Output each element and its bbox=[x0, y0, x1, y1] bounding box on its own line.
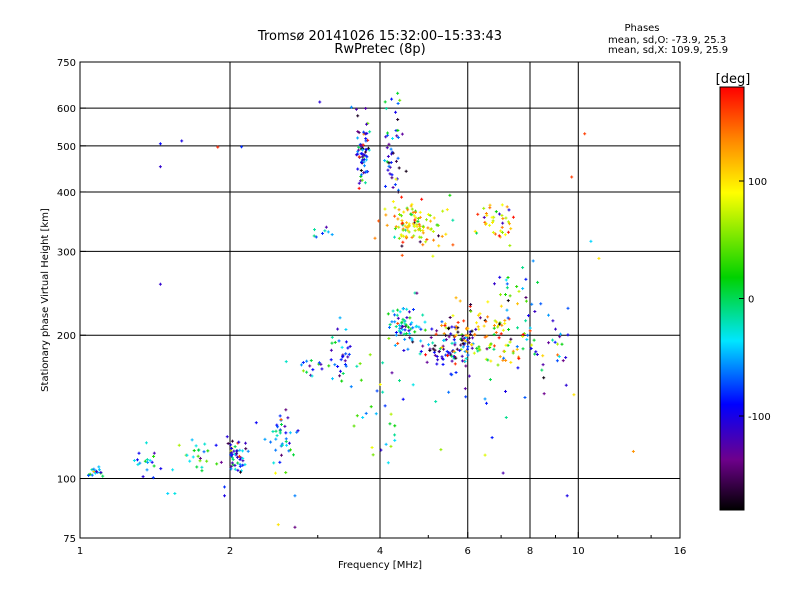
y-axis-label: Stationary phase Virtual Height [km] bbox=[40, 208, 51, 392]
y-tick-label: 300 bbox=[57, 247, 76, 258]
grid-lines bbox=[80, 62, 680, 538]
y-tick-label: 200 bbox=[57, 331, 76, 342]
x-tick-label: 16 bbox=[674, 546, 687, 557]
x-tick-label: 6 bbox=[465, 546, 471, 557]
stats-x-line: mean, sd,X: 109.9, 25.9 bbox=[608, 45, 728, 56]
colorbar-label: [deg] bbox=[716, 72, 751, 87]
chart-title: Tromsø 20141026 15:32:00–15:33:43 bbox=[257, 29, 502, 44]
stats-heading: Phases bbox=[624, 23, 659, 34]
y-tick-label: 75 bbox=[63, 534, 76, 545]
x-tick-label: 2 bbox=[227, 546, 233, 557]
colorbar-ticks: -100 0 100 bbox=[739, 177, 771, 423]
x-tick-label: 8 bbox=[527, 546, 533, 557]
axis-ticks: 1 2 4 6 8 10 16 75 100 200 300 400 500 600 750 bbox=[57, 58, 686, 557]
x-tick-label: 1 bbox=[77, 546, 83, 557]
x-axis-label: Frequency [MHz] bbox=[338, 560, 422, 571]
x-tick-label: 4 bbox=[377, 546, 383, 557]
y-tick-label: 500 bbox=[57, 142, 76, 153]
colorbar-tick-label: -100 bbox=[748, 412, 771, 423]
y-tick-label: 750 bbox=[57, 58, 76, 69]
y-tick-label: 400 bbox=[57, 188, 76, 199]
colorbar-tick-label: 0 bbox=[748, 295, 754, 306]
data-points bbox=[87, 91, 635, 529]
y-tick-label: 100 bbox=[57, 475, 76, 486]
y-tick-label: 600 bbox=[57, 104, 76, 115]
x-tick-label: 10 bbox=[572, 546, 585, 557]
chart-subtitle: RwPretec (8p) bbox=[334, 42, 425, 57]
colorbar-tick-label: 100 bbox=[748, 177, 767, 188]
stats-o-line: mean, sd,O: -73.9, 25.3 bbox=[608, 35, 726, 46]
